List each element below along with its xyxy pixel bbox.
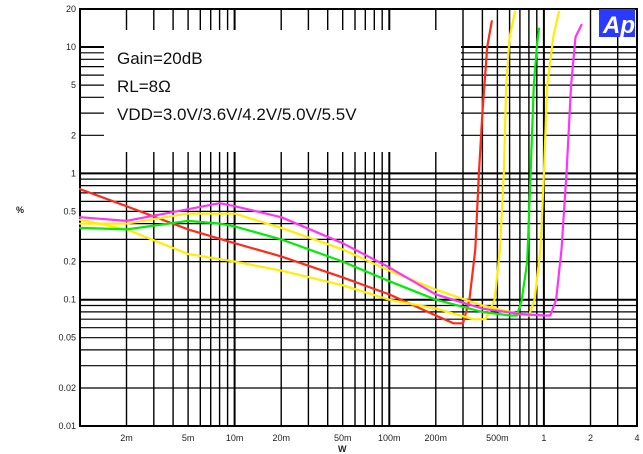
y-tick-label: 0.02	[58, 383, 76, 393]
y-tick-label: 10	[66, 42, 76, 52]
annotation-vdd: VDD=3.0V/3.6V/4.2V/5.0V/5.5V	[117, 105, 357, 124]
series-line-3	[78, 27, 541, 317]
series-line-1	[78, 20, 493, 325]
x-tick-label: 4	[634, 433, 639, 443]
x-tick-label: 100m	[378, 433, 401, 443]
series-line-4	[78, 10, 561, 317]
x-tick-label: 500m	[486, 433, 509, 443]
y-tick-label: 20	[66, 4, 76, 14]
x-tick-label: 10m	[226, 433, 244, 443]
annotation-gain: Gain=20dB	[117, 49, 203, 68]
y-tick-label: 0.5	[63, 206, 76, 216]
x-tick-label: 200m	[425, 433, 448, 443]
x-tick-label: 50m	[334, 433, 352, 443]
series-line-5	[78, 23, 583, 317]
y-tick-label: 0.1	[63, 295, 76, 305]
y-tick-label: 5	[71, 80, 76, 90]
series-group	[78, 10, 583, 325]
annotation-load: RL=8Ω	[117, 77, 171, 96]
y-tick-label: 2	[71, 130, 76, 140]
x-tick-labels: 2m 5m 10m 20m 50m 100m 200m 500m 1 2 4	[120, 433, 639, 443]
x-tick-label: 2	[588, 433, 593, 443]
y-tick-labels: 20 10 5 2 1 0.5 0.2 0.1 0.05 0.02 0.01	[58, 4, 76, 431]
y-axis-label: %	[16, 205, 24, 215]
x-tick-label: 5m	[182, 433, 195, 443]
x-tick-label: 2m	[120, 433, 133, 443]
ap-logo: Ap	[602, 12, 635, 39]
x-axis-label: W	[338, 444, 347, 454]
y-tick-label: 0.05	[58, 333, 76, 343]
y-tick-label: 0.2	[63, 257, 76, 267]
y-tick-label: 0.01	[58, 421, 76, 431]
x-tick-label: 1	[541, 433, 546, 443]
x-tick-label: 20m	[272, 433, 290, 443]
y-tick-label: 1	[71, 168, 76, 178]
annotation-box	[104, 30, 461, 152]
series-line-2	[78, 10, 517, 321]
ap-logo-badge	[599, 9, 635, 37]
